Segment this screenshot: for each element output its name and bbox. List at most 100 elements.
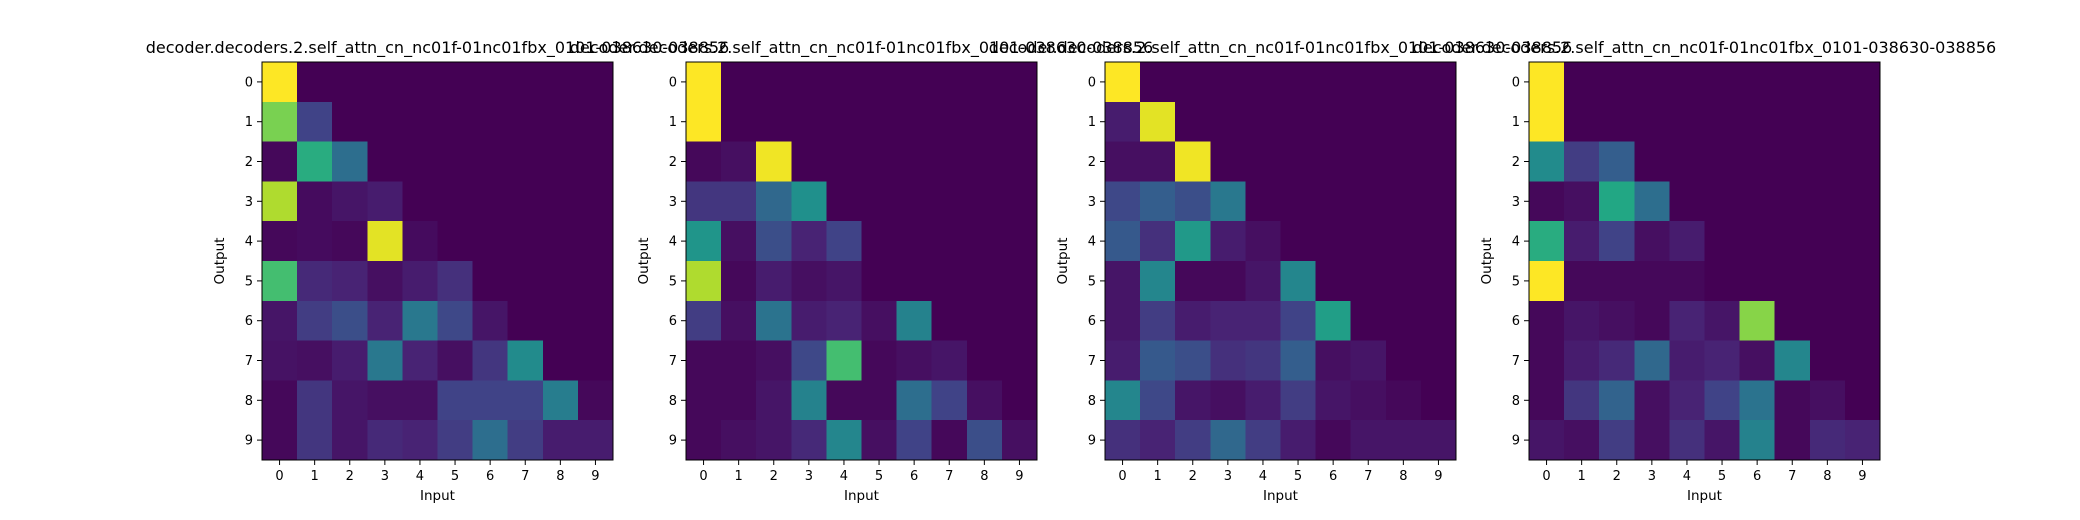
- heatmap-cell-r2-c6: [1315, 141, 1352, 182]
- heatmap-cell-r4-c9: [577, 221, 614, 262]
- heatmap-cell-r3-c8: [542, 181, 579, 222]
- heatmap-cell-r0-c8: [542, 62, 579, 103]
- y-tick-label: 6: [245, 314, 253, 329]
- heatmap-cell-r6-c1: [1564, 300, 1600, 342]
- heatmap-cell-r7-c3: [1210, 340, 1246, 381]
- heatmap-cell-r7-c2: [756, 340, 792, 381]
- y-tick-label: 2: [1512, 155, 1520, 170]
- heatmap-cell-r1-c2: [332, 101, 368, 143]
- x-tick-label: 1: [311, 469, 319, 484]
- heatmap-cell-r3-c0: [686, 181, 722, 222]
- heatmap-cell-r8-c9: [577, 380, 614, 421]
- x-tick-label: 5: [1294, 469, 1302, 484]
- heatmap-cell-r5-c1: [1564, 261, 1600, 302]
- heatmap-cell-r5-c5: [437, 261, 474, 302]
- heatmap-cell-r5-c7: [931, 261, 968, 302]
- heatmap-cell-r2-c1: [1564, 141, 1600, 182]
- y-tick-label: 5: [1088, 274, 1096, 289]
- heatmap-cell-r8-c2: [1599, 380, 1635, 421]
- y-tick-label: 5: [669, 274, 677, 289]
- heatmap-cell-r7-c0: [1529, 340, 1565, 381]
- x-tick-label: 8: [1823, 469, 1831, 484]
- heatmap-cell-r4-c7: [1774, 221, 1811, 262]
- y-tick-label: 6: [1512, 314, 1520, 329]
- heatmap-cell-r8-c7: [507, 380, 544, 421]
- heatmap-cell-r4-c1: [1140, 221, 1176, 262]
- heatmap-cell-r3-c9: [1420, 181, 1457, 222]
- heatmap-cell-r1-c4: [826, 101, 863, 143]
- heatmap-cell-r4-c4: [1245, 221, 1282, 262]
- heatmap-cell-r3-c0: [1105, 181, 1141, 222]
- heatmap-cell-r7-c0: [686, 340, 722, 381]
- y-tick-label: 7: [245, 354, 253, 369]
- x-tick-label: 3: [1224, 469, 1232, 484]
- heatmap-cell-r6-c3: [791, 300, 827, 342]
- heatmap-cell-r4-c6: [1739, 221, 1776, 262]
- heatmap-cell-r7-c7: [1774, 340, 1811, 381]
- heatmap-cell-r8-c8: [542, 380, 579, 421]
- heatmap-cell-r2-c2: [756, 141, 792, 182]
- heatmap-cell-r6-c7: [1774, 300, 1811, 342]
- heatmap-cell-r7-c5: [861, 340, 898, 381]
- heatmap-cell-r3-c1: [721, 181, 757, 222]
- heatmap-cell-r2-c7: [931, 141, 968, 182]
- axes-frame: [685, 61, 1038, 461]
- heatmap-cell-r6-c8: [1809, 300, 1846, 342]
- heatmap-cell-r6-c8: [542, 300, 579, 342]
- heatmap-cell-r6-c7: [931, 300, 968, 342]
- heatmap-cell-r2-c3: [1210, 141, 1246, 182]
- heatmap-cell-r9-c8: [542, 420, 579, 461]
- heatmap-cell-r4-c2: [332, 221, 368, 262]
- heatmap-cell-r9-c9: [1420, 420, 1457, 461]
- heatmap-cell-r8-c9: [1844, 380, 1881, 421]
- heatmap-cell-r5-c8: [1385, 261, 1422, 302]
- x-tick-label: 2: [1189, 469, 1197, 484]
- y-tick-label: 0: [245, 75, 253, 90]
- heatmap-cell-r5-c0: [262, 261, 298, 302]
- heatmap-cell-r3-c3: [367, 181, 403, 222]
- heatmap-cell-r9-c2: [1599, 420, 1635, 461]
- heatmap-cell-r1-c3: [1634, 101, 1670, 143]
- heatmap-cell-r7-c4: [826, 340, 863, 381]
- heatmap-cell-r0-c3: [1210, 62, 1246, 103]
- heatmap-cell-r2-c8: [1385, 141, 1422, 182]
- heatmap-cell-r9-c1: [721, 420, 757, 461]
- heatmap-cell-r1-c0: [1529, 101, 1565, 143]
- heatmap-cell-r2-c0: [1529, 141, 1565, 182]
- heatmap-cell-r6-c5: [1704, 300, 1741, 342]
- y-tick-label: 3: [1088, 195, 1096, 210]
- heatmap-cell-r6-c1: [297, 300, 333, 342]
- heatmap-cell-r2-c0: [686, 141, 722, 182]
- y-tick-label: 9: [245, 434, 253, 449]
- x-tick-label: 8: [1399, 469, 1407, 484]
- heatmap-cell-r0-c9: [577, 62, 614, 103]
- heatmap-cell-r7-c1: [1140, 340, 1176, 381]
- heatmap-cell-r2-c8: [542, 141, 579, 182]
- heatmap-cell-r6-c1: [1140, 300, 1176, 342]
- heatmap-panel-2: 0 1 2 3 4 5 6 7 8 9 0 1 2 3 4 5 6 7 8 9 Input Output decoder.d…: [570, 38, 1153, 504]
- heatmap-cell-r8-c7: [1774, 380, 1811, 421]
- heatmap-cell-r1-c6: [472, 101, 509, 143]
- heatmap-cell-r9-c6: [472, 420, 509, 461]
- y-tick-label: 1: [1512, 115, 1520, 130]
- heatmap-cell-r1-c5: [437, 101, 474, 143]
- heatmap-cell-r2-c4: [1245, 141, 1282, 182]
- heatmap-cell-r1-c0: [686, 101, 722, 143]
- heatmap-cell-r8-c9: [1420, 380, 1457, 421]
- heatmap-cell-r7-c8: [542, 340, 579, 381]
- heatmap-cell-r7-c9: [1844, 340, 1881, 381]
- heatmap-cell-r0-c1: [1564, 62, 1600, 103]
- y-tick-label: 4: [1088, 235, 1096, 250]
- heatmap-cell-r4-c5: [437, 221, 474, 262]
- heatmap-cell-r0-c0: [686, 62, 722, 103]
- heatmap-cell-r4-c8: [542, 221, 579, 262]
- x-tick-label: 8: [556, 469, 564, 484]
- heatmap-cell-r1-c3: [791, 101, 827, 143]
- heatmap-cell-r1-c6: [896, 101, 933, 143]
- heatmap-cell-r5-c4: [1669, 261, 1706, 302]
- heatmap-cell-r7-c5: [1704, 340, 1741, 381]
- heatmap-cell-r2-c6: [472, 141, 509, 182]
- heatmap-cell-r2-c9: [1001, 141, 1038, 182]
- heatmap-cell-r9-c4: [826, 420, 863, 461]
- heatmap-cell-r3-c4: [826, 181, 863, 222]
